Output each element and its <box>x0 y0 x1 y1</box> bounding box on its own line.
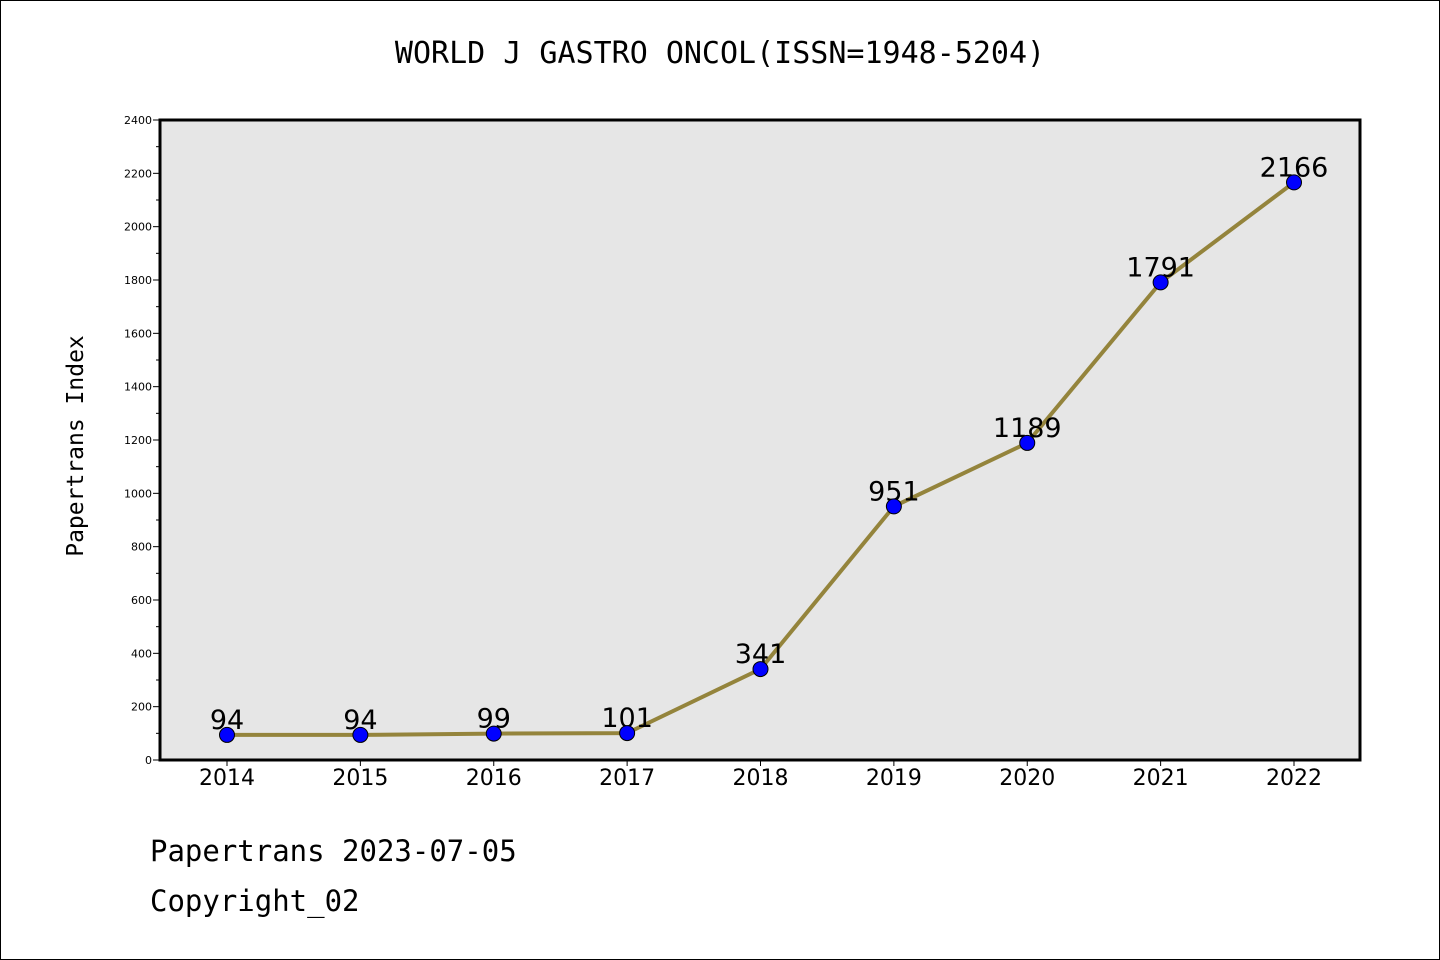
data-point <box>752 661 769 678</box>
x-tick-label: 2015 <box>332 766 388 791</box>
data-points <box>219 174 1302 743</box>
x-tick-label: 2019 <box>866 766 922 791</box>
x-tick-label: 2021 <box>1133 766 1189 791</box>
data-point <box>1286 174 1302 191</box>
chart-title: WORLD J GASTRO ONCOL(ISSN=1948-5204) <box>394 36 1046 71</box>
y-tick-label: 400 <box>131 647 152 660</box>
y-tick-label: 2200 <box>124 167 152 180</box>
footer-date: Papertrans 2023-07-05 <box>150 834 517 868</box>
y-tick-label: 800 <box>131 541 152 554</box>
plot-border <box>158 118 1362 762</box>
y-tick-label: 1400 <box>124 381 152 394</box>
y-tick-label: 1800 <box>124 274 152 287</box>
y-tick-label: 1200 <box>124 434 152 447</box>
data-point <box>352 726 369 743</box>
y-tick-label: 200 <box>131 701 152 714</box>
x-tick-label: 2020 <box>999 766 1055 791</box>
data-point <box>619 725 636 742</box>
data-point <box>219 726 235 743</box>
x-axis: 2014 2015 2016 2017 2018 2019 2020 2021 2022 <box>199 760 1322 791</box>
footer-copyright: Copyright_02 <box>150 884 360 918</box>
y-tick-label: 2400 <box>124 114 152 127</box>
x-tick-label: 2022 <box>1266 766 1322 791</box>
x-tick-label: 2016 <box>466 766 522 791</box>
data-point <box>1152 274 1169 291</box>
x-tick-label: 2018 <box>733 766 789 791</box>
y-axis: 0 200 400 600 800 1000 1200 1400 1600 1800 2000 220… <box>124 114 160 767</box>
data-point <box>1019 434 1036 451</box>
y-tick-label: 600 <box>131 594 152 607</box>
data-point <box>885 498 902 515</box>
y-tick-label: 1000 <box>124 487 152 500</box>
plot-area <box>160 120 1360 760</box>
data-point <box>485 725 502 742</box>
y-tick-label: 0 <box>145 754 152 767</box>
x-tick-label: 2017 <box>599 766 655 791</box>
y-tick-label: 2000 <box>124 221 152 234</box>
y-tick-label: 1600 <box>124 327 152 340</box>
x-tick-label: 2014 <box>199 766 255 791</box>
